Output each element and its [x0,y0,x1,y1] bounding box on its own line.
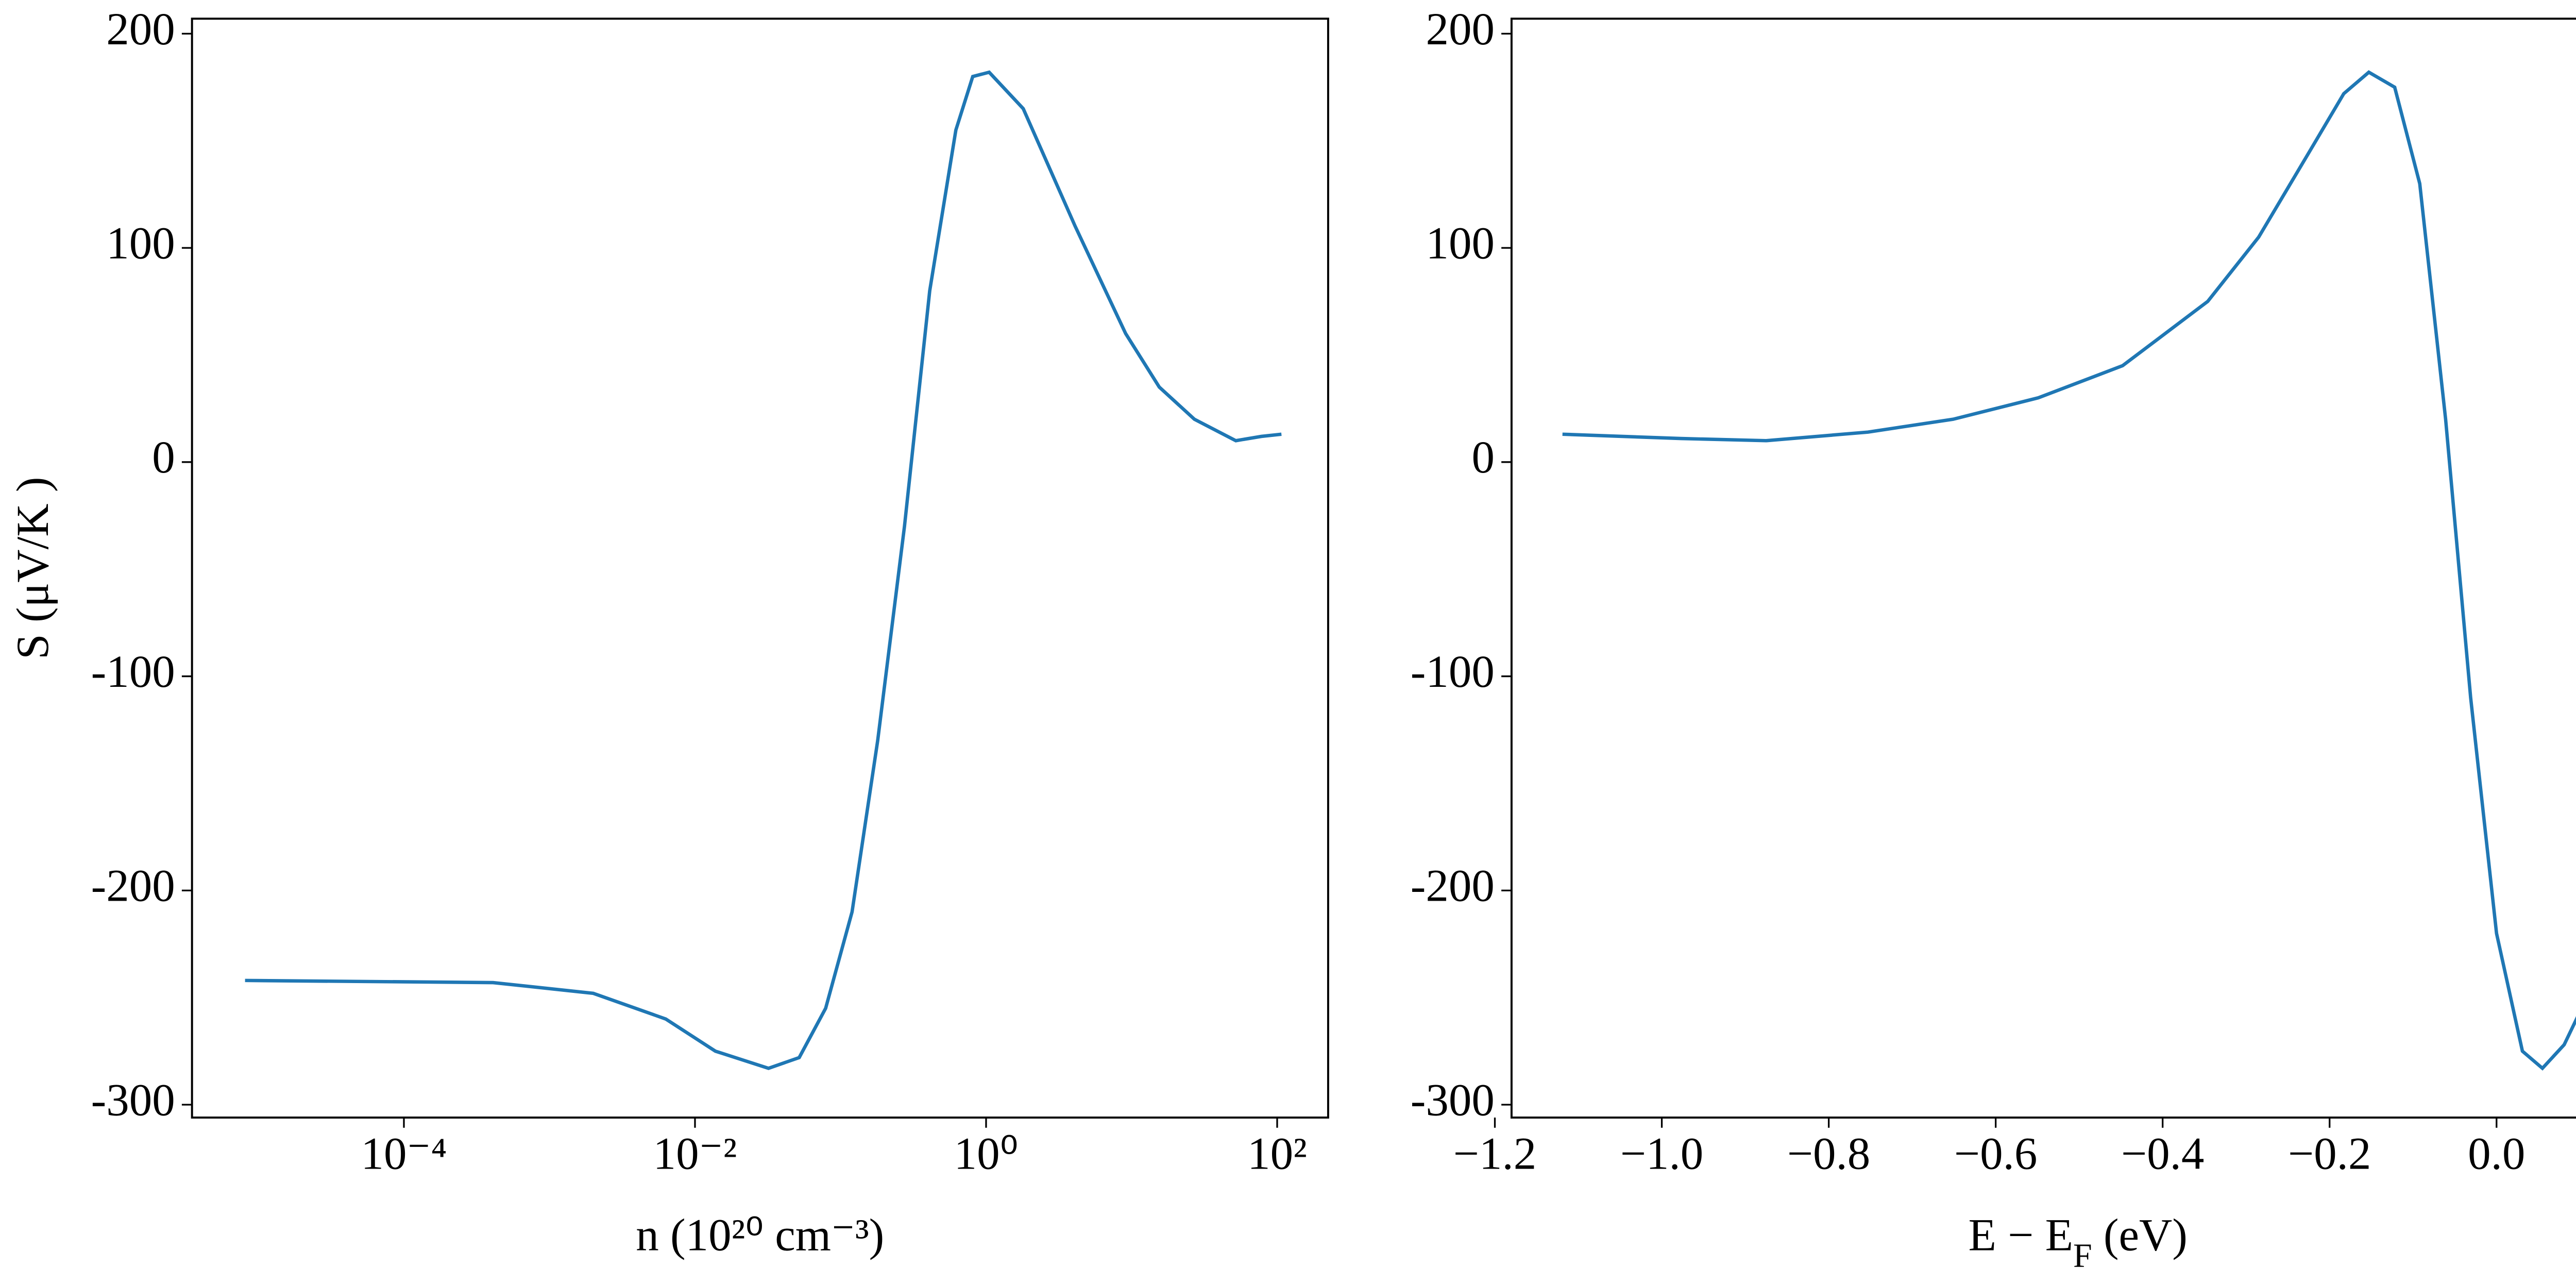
x-tick-label: −0.2 [2288,1128,2371,1179]
x-tick-label: 10² [1247,1128,1307,1179]
y-tick-label: 0 [152,432,175,483]
y-tick-label: -100 [91,647,175,697]
y-tick-label: -200 [91,861,175,911]
x-axis-label: n (10²⁰ cm⁻³) [636,1210,884,1261]
y-tick-label: -200 [1411,861,1495,911]
x-axis-label-part: F [2073,1237,2092,1274]
y-tick-label: 200 [106,4,175,55]
y-tick-label: 100 [1426,218,1495,269]
x-axis-label-part: (eV) [2092,1210,2188,1261]
x-tick-label: 10⁻⁴ [361,1128,447,1179]
y-tick-label: -300 [91,1075,175,1125]
x-tick-label: −0.6 [1954,1128,2037,1179]
x-tick-label: −0.8 [1787,1128,1870,1179]
line [245,70,1282,1070]
x-axis-label: E − EF (eV) [1969,1210,2188,1274]
y-tick-label: 200 [1426,4,1495,55]
plot-frame [1510,18,2576,1119]
x-tick-label: 10⁻² [653,1128,737,1179]
y-tick-label: 100 [106,218,175,269]
x-axis-label-part: n (10²⁰ cm⁻³) [636,1210,884,1261]
y-tick-label: -100 [1411,647,1495,697]
y-tick-label: -300 [1411,1075,1495,1125]
x-tick-label: −1.2 [1453,1128,1536,1179]
plot-frame [191,18,1329,1119]
x-tick-label: −0.4 [2121,1128,2204,1179]
line [1562,70,2576,1071]
x-axis-label-part: E − E [1969,1210,2073,1261]
x-tick-label: −1.0 [1620,1128,1703,1179]
y-tick-label: 0 [1471,432,1495,483]
y-axis-label: S (μV/K ) [8,477,58,659]
x-tick-label: 10⁰ [954,1128,1019,1179]
x-tick-label: 0.0 [2468,1128,2525,1179]
